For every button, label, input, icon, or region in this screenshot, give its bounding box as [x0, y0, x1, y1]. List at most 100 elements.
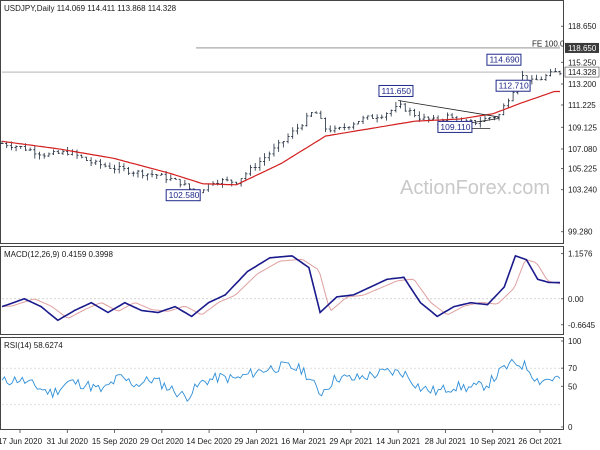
x-tick-label: 15 Sep 2020	[92, 437, 138, 446]
annotation-label: 111.650	[378, 84, 414, 97]
price-bar	[141, 169, 145, 179]
svg-text:118.650: 118.650	[568, 44, 597, 53]
x-tick-label: 29 Oct 2020	[140, 437, 184, 446]
x-tick-label: 28 Jul 2021	[425, 437, 467, 446]
price-bar	[150, 169, 154, 178]
price-bar	[558, 70, 562, 76]
x-tick-label: 29 Jan 2021	[234, 437, 279, 446]
x-tick-label: 16 Mar 2021	[281, 437, 326, 446]
price-bar	[314, 111, 318, 114]
price-bar	[394, 101, 398, 113]
price-bar	[220, 178, 224, 188]
price-bar	[305, 112, 309, 127]
svg-text:114.328: 114.328	[568, 68, 597, 77]
price-bar	[136, 169, 140, 178]
price-bar	[66, 146, 70, 156]
price-tick-label: 111.225	[568, 101, 596, 110]
rsi-label: RSI(14) 58.6274	[4, 341, 63, 350]
annotation-label: 109.110	[437, 120, 473, 133]
price-bar	[370, 114, 375, 119]
price-bar	[183, 179, 187, 186]
macd-line	[1, 254, 560, 322]
macd-label: MACD(12,26,9) 0.4159 0.3998	[4, 250, 114, 259]
price-bar	[338, 126, 342, 130]
rsi-tick-label: 70	[568, 364, 577, 373]
price-bar	[127, 166, 131, 175]
fe-price-tag: 118.650	[565, 42, 599, 53]
price-bar	[417, 111, 421, 123]
price-bar	[258, 157, 262, 171]
price-tick-label: 113.200	[568, 80, 597, 89]
macd-tick-label: 0.00	[568, 295, 584, 304]
price-bar	[295, 123, 300, 135]
price-bar	[187, 183, 192, 191]
price-bar	[328, 125, 332, 133]
fe-label: FE 100.0	[532, 39, 565, 48]
price-bar	[413, 108, 417, 118]
price-tick-label: 109.125	[568, 123, 597, 132]
price-bar	[56, 149, 60, 154]
symbol-line: USDJPY,Daily 114.069 114.411 113.868 114…	[4, 4, 177, 13]
price-bar	[155, 174, 159, 180]
price-bar	[375, 114, 379, 123]
price-bar	[108, 162, 112, 169]
price-bar	[506, 98, 511, 108]
price-bar	[272, 143, 276, 157]
price-bar	[61, 149, 65, 155]
price-bar	[94, 159, 98, 166]
x-tick-label: 14 Jun 2021	[376, 437, 421, 446]
price-bar	[352, 122, 356, 130]
price-bar	[230, 179, 234, 187]
macd-panel	[0, 246, 564, 335]
price-bar	[169, 174, 173, 181]
price-bar	[178, 178, 182, 188]
price-bar	[427, 116, 431, 123]
price-bar	[333, 125, 337, 133]
svg-text:109.110: 109.110	[440, 122, 470, 132]
price-bar	[323, 117, 328, 133]
price-bar	[380, 114, 384, 120]
price-bar	[80, 154, 84, 159]
triangle-upper-line	[398, 100, 499, 118]
price-bar	[42, 152, 46, 159]
price-bar	[300, 124, 304, 131]
rsi-panel	[0, 337, 564, 430]
price-bar	[267, 151, 271, 162]
price-bar	[366, 115, 370, 120]
rsi-line	[1, 358, 561, 403]
price-bar	[398, 100, 403, 109]
price-bar	[37, 151, 42, 160]
price-bar	[33, 145, 37, 159]
ema-line	[1, 90, 560, 186]
watermark: ActionForex.com	[400, 177, 550, 199]
x-tick-label: 26 Oct 2021	[518, 437, 562, 446]
x-tick-label: 10 Sep 2021	[470, 437, 516, 446]
price-bar	[14, 145, 18, 152]
price-bar	[422, 113, 426, 121]
price-bar	[403, 103, 407, 112]
macd-tick-label: -0.6645	[568, 321, 596, 330]
price-bar	[281, 141, 285, 148]
svg-text:111.650: 111.650	[381, 86, 411, 96]
price-bar	[98, 159, 103, 169]
price-bar	[51, 149, 56, 155]
price-bar	[534, 74, 539, 81]
price-bar	[19, 146, 23, 149]
svg-text:102.580: 102.580	[169, 190, 200, 200]
annotation-label: 114.690	[486, 53, 522, 66]
price-bar	[347, 126, 351, 130]
price-bar	[408, 107, 412, 116]
svg-text:114.690: 114.690	[489, 55, 519, 65]
price-bar	[248, 164, 253, 176]
price-bar	[309, 111, 314, 117]
price-tick-label: 103.240	[568, 186, 597, 195]
macd-tick-label: 1.1576	[568, 250, 593, 259]
price-bar	[553, 68, 557, 73]
rsi-tick-label: 0	[568, 423, 573, 432]
price-bar	[544, 73, 548, 81]
rsi-tick-label: 50	[568, 382, 577, 391]
x-tick-label: 17 Jun 2020	[0, 437, 43, 446]
price-bar	[84, 156, 89, 161]
price-tick-label: 105.225	[568, 165, 597, 174]
svg-text:112.710: 112.710	[499, 81, 529, 91]
